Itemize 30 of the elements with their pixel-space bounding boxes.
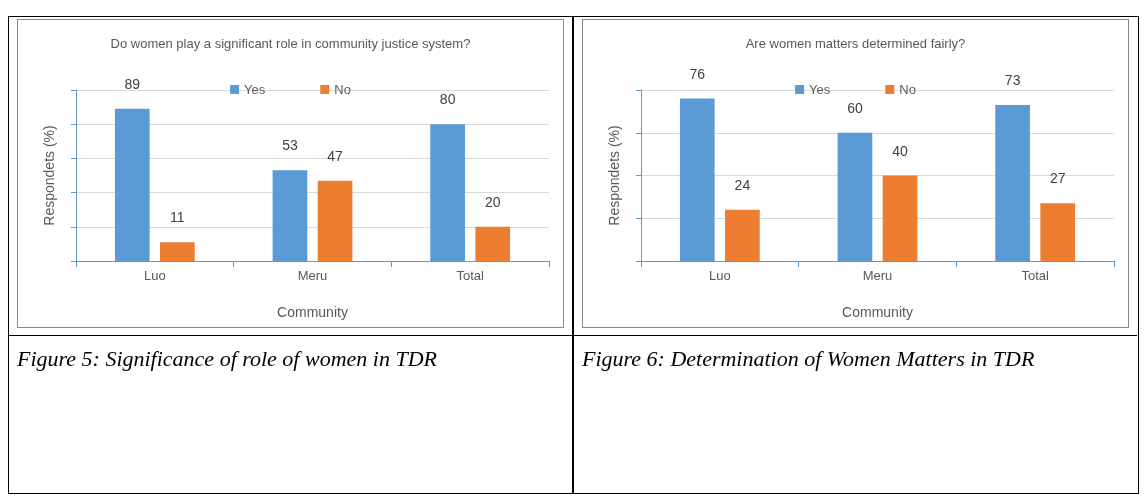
x-tick-label: Meru [297, 268, 328, 283]
legend-label: Yes [244, 82, 266, 97]
data-label: 89 [124, 75, 141, 92]
data-label: 20 [484, 193, 501, 210]
x-tick-label: Meru [862, 268, 893, 283]
x-tick-label: Total [456, 268, 484, 283]
x-axis-title: Community [842, 304, 913, 320]
data-label: 40 [892, 142, 909, 159]
x-axis-title: Community [277, 304, 348, 320]
data-label: 24 [734, 176, 751, 193]
legend-label: Yes [809, 82, 831, 97]
data-label: 80 [439, 91, 456, 108]
x-tick-label: Luo [708, 268, 731, 283]
data-label: 73 [1004, 71, 1021, 88]
data-label: 47 [327, 147, 344, 164]
data-label: 60 [847, 99, 863, 116]
chart-title: Are women matters determined fairly? [745, 36, 966, 51]
data-label: 11 [170, 209, 185, 226]
data-label: 53 [282, 137, 298, 154]
data-label: 76 [689, 65, 706, 82]
x-tick-label: Total [1021, 268, 1049, 283]
legend-label: No [334, 82, 351, 97]
chart-title: Do women play a significant role in community justice system? [110, 36, 471, 51]
y-axis-title: Respondets (%) [41, 125, 57, 226]
caption: Figure 6: Determination of Women Matters in TDR [574, 335, 1137, 382]
legend-label: No [899, 82, 916, 97]
x-tick-label: Luo [143, 268, 166, 283]
data-label: 27 [1049, 170, 1066, 187]
caption: Figure 5: Significance of role of women in TDR [9, 335, 572, 382]
y-axis-title: Respondets (%) [606, 125, 622, 226]
